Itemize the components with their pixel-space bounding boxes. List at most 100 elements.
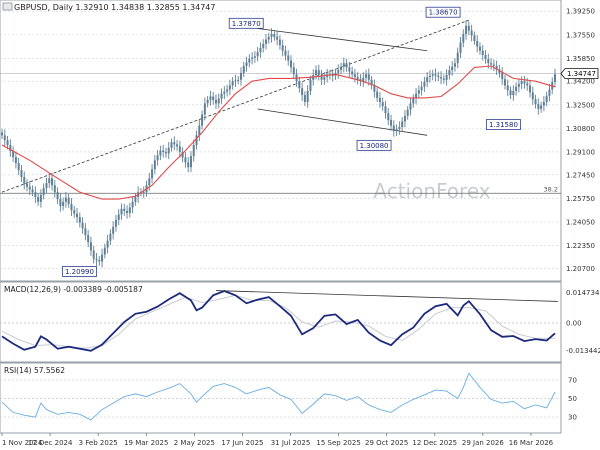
candle-body <box>465 25 468 35</box>
candle-body <box>528 85 531 93</box>
price-grid: 38.2 <box>0 10 561 269</box>
candle-body <box>201 114 204 126</box>
candle-body <box>39 194 42 202</box>
rsi-y-axis: 70 50 30 <box>568 376 577 421</box>
price-tick-label: 1.29100 <box>566 148 595 156</box>
candle-body <box>442 78 445 80</box>
candle-body <box>362 77 365 82</box>
candle-body <box>223 91 226 94</box>
candle-body <box>220 93 223 99</box>
candle-body <box>181 151 184 158</box>
candle-body <box>1 132 3 136</box>
candle-body <box>356 77 359 80</box>
candle-body <box>420 86 423 91</box>
annotation-box <box>62 266 97 277</box>
candle-body <box>365 74 368 78</box>
x-tick-label: 1 Nov 2024 <box>2 439 43 447</box>
macd-tick-label: 0.014734 <box>566 289 600 297</box>
candle-body <box>26 183 29 187</box>
candle-body <box>187 162 190 168</box>
annotation-label: 1.38670 <box>429 9 458 17</box>
candle-body <box>178 146 181 152</box>
chart-ohlc: 1.32910 1.34838 1.32855 1.34747 <box>76 3 216 12</box>
candle-body <box>262 43 265 48</box>
candle-body <box>59 199 62 207</box>
candle-body <box>106 240 109 248</box>
annotation-label: 1.30080 <box>360 142 389 150</box>
candle-body <box>448 70 451 75</box>
x-tick-label: 31 Jul 2025 <box>271 439 311 447</box>
candle-body <box>248 59 251 63</box>
candle-body <box>17 163 20 170</box>
candle-body <box>373 85 376 92</box>
candle-body <box>251 57 254 60</box>
price-tick-label: 1.32500 <box>566 101 595 109</box>
trendline <box>1 19 469 193</box>
candle-body <box>428 75 431 78</box>
candle-body <box>28 186 31 190</box>
macd-divergence-line <box>215 290 558 302</box>
candle-body <box>401 121 404 127</box>
price-tick-label: 1.34200 <box>566 78 595 86</box>
candle-body <box>23 176 26 184</box>
macd-signal-line <box>1 294 555 349</box>
candle-body <box>117 214 120 220</box>
candle-body <box>409 103 412 110</box>
candle-body <box>451 66 454 71</box>
candle-body <box>348 67 351 72</box>
candle-body <box>403 115 406 122</box>
x-tick-label: 12 Dec 2025 <box>412 439 457 447</box>
candle-body <box>170 142 173 148</box>
x-tick-label: 3 Feb 2025 <box>79 439 118 447</box>
panel-frames <box>0 0 562 434</box>
candle-body <box>415 93 418 99</box>
rsi-lines <box>1 372 556 421</box>
candle-body <box>120 208 123 215</box>
last-price-tag <box>560 68 599 80</box>
candle-body <box>503 79 506 86</box>
candle-body <box>506 85 509 91</box>
candle-body <box>534 99 537 105</box>
macd-line <box>1 290 556 352</box>
candle-body <box>292 67 295 75</box>
candle-body <box>423 81 426 87</box>
candle-body <box>242 65 245 73</box>
annotation-label: 1.37870 <box>232 20 261 28</box>
candle-body <box>253 56 256 58</box>
rsi-line <box>1 372 556 421</box>
candle-body <box>495 65 498 70</box>
candle-body <box>14 157 17 164</box>
candle-body <box>256 52 259 57</box>
trendline <box>257 28 428 52</box>
annotation-box <box>228 17 264 29</box>
rsi-grid <box>0 379 561 418</box>
candle-body <box>376 91 379 98</box>
candle-body <box>548 89 551 96</box>
candle-body <box>48 178 51 184</box>
candle-body <box>203 103 206 115</box>
candle-body <box>370 79 373 86</box>
candle-body <box>426 77 429 82</box>
candle-body <box>259 47 262 53</box>
candle-body <box>226 89 229 92</box>
x-tick-label: 19 Mar 2025 <box>124 439 168 447</box>
candle-body <box>123 208 126 211</box>
x-tick-label: 17 Jun 2025 <box>221 439 263 447</box>
candle-body <box>353 74 356 78</box>
candle-body <box>417 90 420 94</box>
candle-body <box>540 105 543 109</box>
candle-body <box>290 60 293 68</box>
candle-body <box>395 129 398 132</box>
candle-body <box>517 83 520 87</box>
candle-body <box>192 145 195 157</box>
candle-body <box>484 54 487 60</box>
candle-body <box>473 35 476 42</box>
candle-body <box>95 258 98 261</box>
candle-body <box>51 178 54 186</box>
candle-body <box>153 160 156 170</box>
collapse-icon[interactable] <box>2 2 13 11</box>
candle-body <box>198 125 201 136</box>
candle-body <box>523 81 526 84</box>
macd-tick-label: 0.00 <box>566 320 582 328</box>
